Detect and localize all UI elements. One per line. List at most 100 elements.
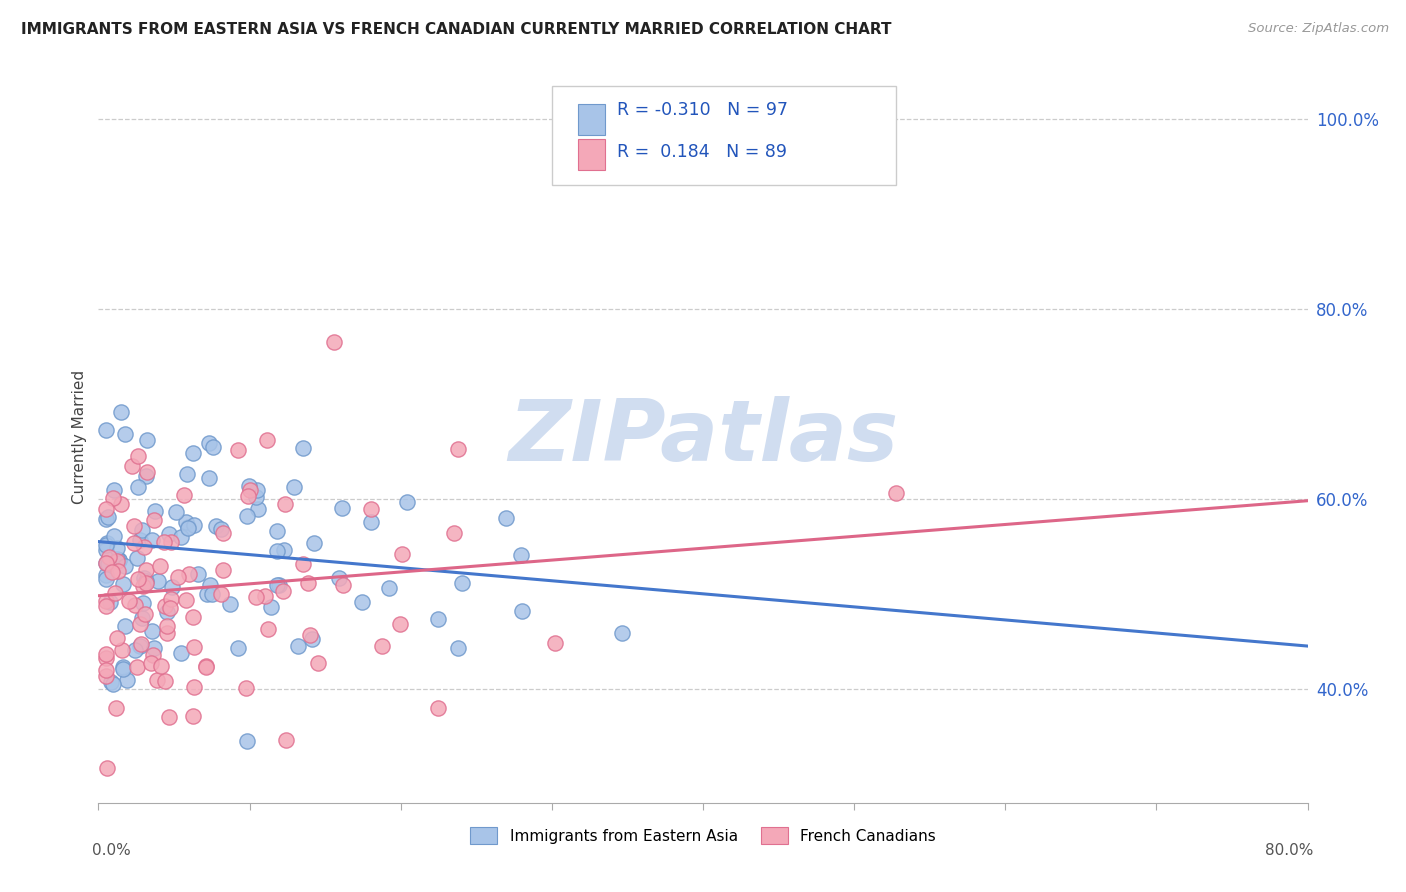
Point <box>94 538 117 552</box>
Point <box>323 335 346 350</box>
Point <box>146 574 169 588</box>
Point <box>253 589 276 603</box>
Point <box>153 599 176 613</box>
Point <box>170 529 193 543</box>
Point <box>139 656 162 670</box>
Point <box>274 497 297 511</box>
Point <box>94 556 117 570</box>
Point <box>447 640 470 655</box>
Point <box>114 619 136 633</box>
Text: R = -0.310   N = 97: R = -0.310 N = 97 <box>617 101 789 120</box>
Point <box>211 525 233 540</box>
Point <box>125 659 148 673</box>
Point <box>245 483 267 497</box>
Point <box>100 675 122 690</box>
Point <box>142 513 165 527</box>
Point <box>142 648 165 663</box>
Point <box>94 669 117 683</box>
Point <box>544 636 567 650</box>
Point <box>181 708 204 723</box>
Point <box>117 673 139 688</box>
Point <box>266 578 288 592</box>
Point <box>112 662 135 676</box>
Point <box>200 587 222 601</box>
Point <box>153 534 176 549</box>
Point <box>212 563 235 577</box>
Point <box>143 504 166 518</box>
Point <box>256 434 278 448</box>
Point <box>205 519 228 533</box>
Point <box>510 604 533 618</box>
Point <box>177 520 200 534</box>
Point <box>135 574 157 589</box>
Point <box>165 505 187 519</box>
Point <box>131 524 153 538</box>
Point <box>451 575 474 590</box>
Point <box>104 701 127 715</box>
Point <box>360 515 382 529</box>
Point <box>260 599 283 614</box>
Point <box>266 543 288 558</box>
Point <box>612 625 634 640</box>
Point <box>114 558 136 573</box>
Text: ZIPatlas: ZIPatlas <box>508 395 898 479</box>
Point <box>283 480 305 494</box>
Point <box>94 594 117 608</box>
Point <box>159 600 181 615</box>
Point <box>884 486 907 500</box>
Point <box>153 673 176 688</box>
Point <box>198 577 221 591</box>
Point <box>98 595 121 609</box>
Point <box>97 557 120 571</box>
Point <box>149 559 172 574</box>
Point <box>195 587 218 601</box>
Point <box>132 579 155 593</box>
Point <box>96 536 118 550</box>
FancyBboxPatch shape <box>551 86 897 185</box>
Point <box>301 632 323 646</box>
Point <box>377 581 399 595</box>
Point <box>150 659 173 673</box>
Point <box>101 491 124 505</box>
Point <box>157 710 180 724</box>
Point <box>94 648 117 662</box>
Point <box>427 701 450 715</box>
Point <box>447 442 470 456</box>
Point <box>103 677 125 691</box>
Point <box>495 511 517 525</box>
Point <box>108 553 131 567</box>
Point <box>307 657 329 671</box>
Point <box>332 578 354 592</box>
Point <box>135 576 157 591</box>
Point <box>135 469 157 483</box>
Point <box>135 563 157 577</box>
Point <box>129 639 152 653</box>
Point <box>160 591 183 606</box>
Point <box>103 483 125 498</box>
Point <box>177 566 200 581</box>
Point <box>395 495 418 509</box>
Point <box>156 618 179 632</box>
Point <box>236 508 259 523</box>
Point <box>127 480 149 494</box>
Point <box>371 639 394 653</box>
Point <box>117 594 139 608</box>
Point <box>246 502 269 516</box>
Point <box>218 597 240 611</box>
Point <box>105 552 128 566</box>
Point <box>443 526 465 541</box>
Point <box>94 556 117 570</box>
Point <box>107 564 129 578</box>
Point <box>176 467 198 481</box>
Point <box>132 540 155 554</box>
Point <box>174 516 197 530</box>
Point <box>96 650 118 665</box>
Point <box>96 572 118 586</box>
Point <box>194 659 217 673</box>
Point <box>360 501 382 516</box>
Point <box>235 681 257 695</box>
Point <box>273 542 295 557</box>
Point <box>94 423 117 437</box>
Point <box>94 511 117 525</box>
Point <box>94 568 117 582</box>
